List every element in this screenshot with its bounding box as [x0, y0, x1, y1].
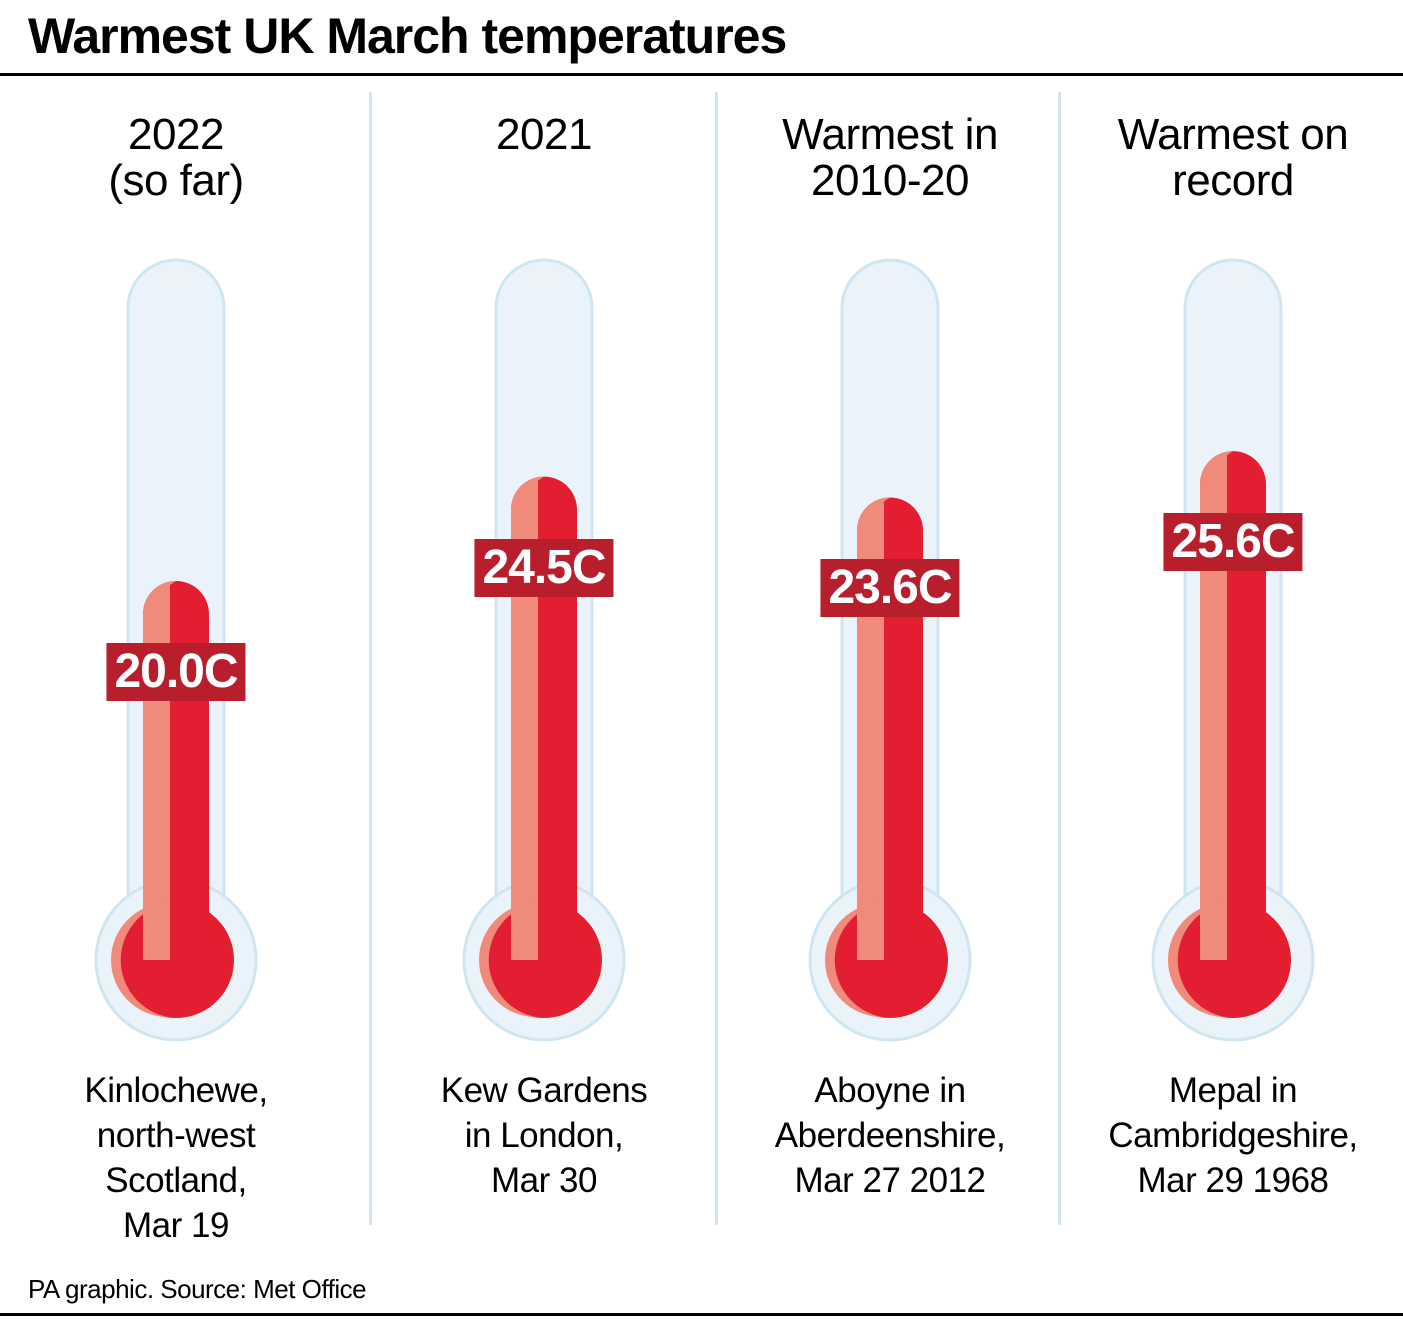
- location-caption: Kinlochewe, north-west Scotland, Mar 19: [84, 1071, 268, 1245]
- mercury-shade: [1200, 451, 1233, 960]
- location-caption: Aboyne in Aberdeenshire, Mar 27 2012: [774, 1071, 1006, 1200]
- thermometer-column: Warmest on record 25.6C Mepal in Cambridge…: [1061, 92, 1403, 1272]
- column-divider: [1058, 92, 1061, 1225]
- temperature-label: 23.6C: [820, 559, 960, 618]
- column-heading: 2021: [496, 110, 592, 159]
- source-note: PA graphic. Source: Met Office: [28, 1274, 367, 1304]
- column-divider: [715, 92, 718, 1225]
- column-heading: Warmest on record: [1117, 110, 1349, 205]
- bottom-rule: [0, 1313, 1403, 1316]
- temperature-label: 24.5C: [474, 538, 614, 597]
- location-caption: Mepal in Cambridgeshire, Mar 29 1968: [1108, 1071, 1358, 1200]
- thermometer-column: Warmest in 2010-20 23.6C Aboyne in Aberdee…: [718, 92, 1062, 1272]
- mercury-shade: [511, 476, 544, 960]
- location-caption: Kew Gardens in London, Mar 30: [440, 1071, 648, 1200]
- bulb-shade: [479, 903, 536, 1017]
- chart-title: Warmest UK March temperatures: [28, 8, 787, 64]
- temperature-label: 25.6C: [1163, 513, 1303, 572]
- thermometer-column: 2021 24.5C Kew Gardens in London, Mar 30: [372, 92, 716, 1272]
- thermometer-column: 2022 (so far) 20.0C Kinlochewe, north-west…: [4, 92, 348, 1272]
- column-divider: [369, 92, 372, 1225]
- temperature-label: 20.0C: [106, 643, 246, 701]
- column-heading: 2022 (so far): [108, 110, 244, 205]
- column-heading: Warmest in 2010-20: [782, 110, 998, 205]
- thermometer: [1151, 258, 1315, 1042]
- title-rule: [0, 73, 1403, 76]
- bulb-shade: [825, 903, 882, 1017]
- bulb-shade: [111, 903, 168, 1017]
- bulb-shade: [1168, 903, 1225, 1017]
- thermometer: [94, 258, 258, 1042]
